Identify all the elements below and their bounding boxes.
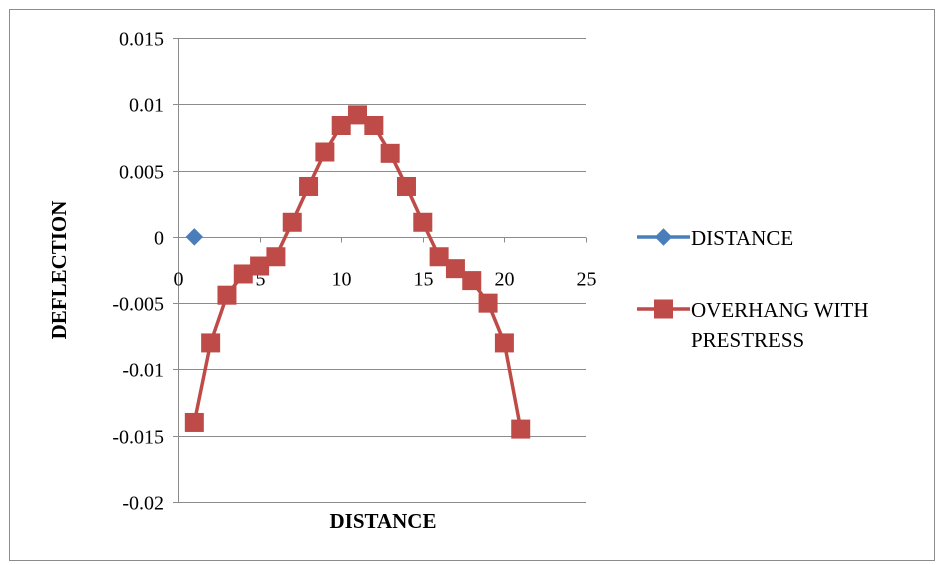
y-tick-label: 0.015 xyxy=(119,29,164,51)
legend-entry-0: DISTANCE xyxy=(637,226,793,250)
axes xyxy=(173,38,587,503)
x-tick-label: 25 xyxy=(577,269,597,291)
data-point xyxy=(217,285,237,305)
data-point xyxy=(478,293,498,313)
data-point xyxy=(233,264,253,284)
data-point xyxy=(250,256,270,276)
data-point xyxy=(413,212,433,232)
data-point xyxy=(299,176,319,196)
plot-area xyxy=(184,105,531,439)
data-point xyxy=(282,212,302,232)
legend: DISTANCE OVERHANG WITH PRESTRESS xyxy=(637,226,869,352)
data-point xyxy=(429,247,449,267)
data-point xyxy=(331,115,351,135)
x-tick-label: 10 xyxy=(332,269,352,291)
y-tick-label: -0.02 xyxy=(122,493,164,515)
series-1 xyxy=(184,105,531,439)
data-point xyxy=(494,333,514,353)
data-point xyxy=(185,228,204,246)
y-tick-label: 0 xyxy=(154,228,164,250)
x-tick-label: 0 xyxy=(174,269,184,291)
data-point xyxy=(445,259,465,279)
x-tick-label: 15 xyxy=(414,269,434,291)
x-tick-label: 5 xyxy=(256,269,266,291)
x-axis-title: DISTANCE xyxy=(330,509,437,533)
y-tick-label: -0.015 xyxy=(112,427,164,449)
legend-marker xyxy=(654,299,673,319)
y-tick-label: 0.01 xyxy=(129,95,164,117)
legend-label: PRESTRESS xyxy=(691,328,804,352)
series-0 xyxy=(185,228,204,246)
y-axis-title: DEFLECTION xyxy=(47,201,71,340)
data-point xyxy=(364,115,384,135)
legend-marker xyxy=(654,228,673,246)
data-point xyxy=(348,105,368,125)
data-point xyxy=(396,176,416,196)
y-tick-label: -0.01 xyxy=(122,360,164,382)
data-point xyxy=(266,247,286,267)
y-tick-label: -0.005 xyxy=(112,294,164,316)
tick-labels: 0.015 0.01 0.005 0 -0.005 -0.01 -0.015 -0.02 0 5 1… xyxy=(112,29,596,515)
data-point xyxy=(184,412,204,432)
legend-entry-1: OVERHANG WITH PRESTRESS xyxy=(637,298,869,352)
data-point xyxy=(462,271,482,291)
y-tick-label: 0.005 xyxy=(119,162,164,184)
x-tick-label: 20 xyxy=(495,269,515,291)
legend-label: OVERHANG WITH xyxy=(691,298,869,322)
data-point xyxy=(201,333,221,353)
data-point xyxy=(511,419,531,439)
data-point xyxy=(380,143,400,163)
legend-label: DISTANCE xyxy=(691,226,793,250)
data-point xyxy=(315,142,335,162)
